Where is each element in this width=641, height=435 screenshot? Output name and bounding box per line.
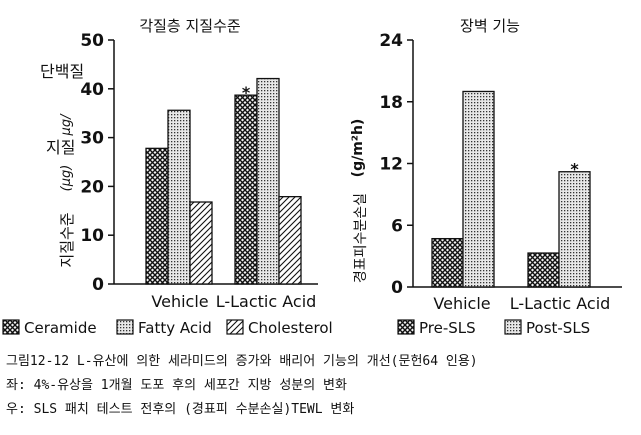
left-y-ticks: 0 10 20 30 40 50: [80, 31, 114, 295]
right-tick-label: 18: [379, 93, 403, 113]
left-ylabel-line-3: 지질: [46, 138, 75, 157]
left-tick-label: 10: [80, 226, 104, 246]
left-chart: 각질층 지질수준 0 10 20 30 40 50 * Vehicle L-Lactic A…: [40, 17, 318, 311]
left-tick-label: 30: [80, 129, 104, 149]
left-bar-diagonal-1: [278, 195, 302, 285]
left-tick-label: 0: [92, 275, 104, 295]
right-y-ticks: 0 6 12 18 24: [379, 31, 413, 298]
left-bar-crosshatch-1: [234, 94, 258, 285]
caption-line-3: 우: SLS 패치 테스트 전후의 (경표피 수분손실)TEWL 변화: [6, 402, 355, 417]
legend-swatch-dots: [116, 319, 134, 335]
left-ylabel-line-4: (μg): [59, 165, 74, 192]
legend-label: Pre-SLS: [419, 319, 476, 337]
right-tick-label: 0: [391, 278, 403, 298]
right-bars: *: [431, 90, 591, 288]
right-chart-title: 장벽 기능: [460, 17, 520, 35]
right-chart: 장벽 기능 0 6 12 18 24 * Vehicle L-Lactic Acid (g…: [350, 17, 622, 313]
right-bar-dots-0: [462, 90, 495, 288]
left-category-labels: Vehicle L-Lactic Acid: [151, 292, 316, 311]
right-legend: Pre-SLS Post-SLS: [397, 319, 590, 337]
left-bar-dots-0: [167, 109, 191, 285]
legend-label: Post-SLS: [526, 319, 590, 337]
left-tick-label: 40: [80, 80, 104, 100]
left-significance-mark: *: [242, 83, 251, 102]
left-bars: *: [145, 77, 302, 285]
left-tick-label: 50: [80, 31, 104, 51]
legend-swatch-diagonal: [226, 319, 244, 335]
caption-line-1: 그림12-12 L-유산에 의한 세라미드의 증가와 배리어 기능의 개선(문헌…: [6, 354, 478, 369]
left-bar-dots-1: [256, 77, 280, 285]
left-category-label: Vehicle: [151, 292, 208, 311]
right-bar-crosshatch-1: [527, 252, 560, 288]
legend-swatch-crosshatch: [2, 319, 20, 335]
left-bar-diagonal-0: [189, 201, 213, 285]
legend-swatch-dots: [504, 319, 522, 335]
right-ylabel-text: 경표피수분손실: [353, 193, 369, 283]
caption-line-2: 좌: 4%-유상을 1개월 도포 후의 세포간 지방 성분의 변화: [6, 378, 347, 393]
right-significance-mark: *: [570, 160, 579, 179]
left-category-label: L-Lactic Acid: [216, 292, 317, 311]
right-bar-dots-1: [558, 171, 591, 288]
right-tick-label: 6: [391, 216, 403, 236]
left-ylabel-line-1: 단백질: [40, 62, 84, 81]
right-bar-crosshatch-0: [431, 237, 464, 288]
right-tick-label: 24: [379, 31, 403, 51]
left-ylabel-line-5: 지질수준: [58, 212, 76, 267]
legend-label: Fatty Acid: [138, 319, 212, 337]
left-chart-title: 각질층 지질수준: [139, 17, 241, 35]
left-legend: Ceramide Fatty Acid Cholesterol: [2, 319, 333, 337]
legend-label: Cholesterol: [248, 319, 333, 337]
left-tick-label: 20: [80, 177, 104, 197]
legend-label: Ceramide: [24, 319, 97, 337]
right-tick-label: 12: [379, 155, 403, 175]
right-category-label: L-Lactic Acid: [510, 294, 611, 313]
legend-swatch-crosshatch: [397, 319, 415, 335]
figure: 각질층 지질수준 0 10 20 30 40 50 * Vehicle L-Lactic A…: [2, 17, 622, 337]
left-ylabel-line-2: μg/: [59, 113, 74, 137]
right-ylabel-unit: (g/m²h): [350, 119, 366, 178]
right-category-label: Vehicle: [433, 294, 490, 313]
right-category-labels: Vehicle L-Lactic Acid: [433, 294, 610, 313]
left-bar-crosshatch-0: [145, 147, 169, 285]
